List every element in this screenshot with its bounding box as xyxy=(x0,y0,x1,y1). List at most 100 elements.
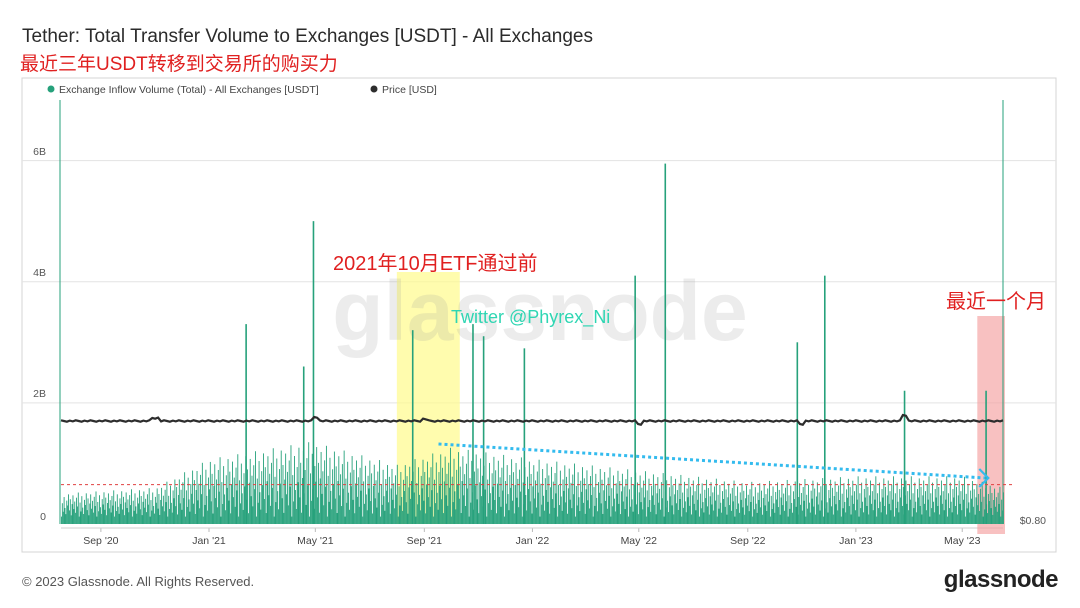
inflow-bar xyxy=(570,482,572,524)
inflow-bar xyxy=(933,512,935,524)
inflow-bar xyxy=(283,512,285,524)
inflow-bar xyxy=(380,484,382,524)
inflow-bar xyxy=(241,493,243,524)
inflow-bar xyxy=(91,508,93,524)
inflow-bar xyxy=(216,479,217,524)
inflow-bar xyxy=(676,490,678,524)
inflow-bar xyxy=(594,505,596,524)
inflow-bar xyxy=(866,505,868,524)
inflow-bar xyxy=(293,501,295,524)
inflow-bar xyxy=(617,470,619,524)
inflow-bar xyxy=(443,481,445,524)
inflow-bar xyxy=(196,471,198,524)
inflow-bar xyxy=(164,489,166,524)
inflow-bar xyxy=(159,514,161,524)
inflow-bar xyxy=(685,512,687,524)
inflow-bar xyxy=(857,476,859,524)
x-tick-label: Jan '21 xyxy=(192,535,226,547)
inflow-bar xyxy=(844,501,846,524)
inflow-bar xyxy=(830,479,832,524)
inflow-bar xyxy=(367,475,369,524)
inflow-bar xyxy=(791,503,793,524)
inflow-bar xyxy=(682,492,684,524)
inflow-bar xyxy=(451,476,453,524)
inflow-bar xyxy=(942,491,944,524)
inflow-bar xyxy=(429,506,431,524)
inflow-bar xyxy=(205,469,207,524)
inflow-bar xyxy=(785,487,786,524)
inflow-bar xyxy=(224,510,226,524)
inflow-bar xyxy=(598,492,600,524)
inflow-bar xyxy=(674,494,676,524)
copyright: © 2023 Glassnode. All Rights Reserved. xyxy=(22,574,255,589)
inflow-bar xyxy=(998,503,1000,524)
inflow-bar xyxy=(185,516,186,524)
inflow-bar xyxy=(814,488,816,524)
inflow-bar xyxy=(605,500,607,524)
inflow-bar xyxy=(279,469,280,524)
inflow-bar xyxy=(72,495,74,524)
inflow-bar xyxy=(111,495,113,524)
inflow-bar xyxy=(918,478,920,524)
inflow-bar xyxy=(85,493,87,524)
inflow-bar xyxy=(641,487,643,524)
inflow-bar xyxy=(191,493,193,524)
inflow-bar xyxy=(774,512,776,524)
inflow-bar xyxy=(547,501,549,524)
inflow-bar xyxy=(955,505,957,524)
inflow-bar xyxy=(976,484,978,524)
inflow-bar xyxy=(154,496,156,524)
inflow-bar xyxy=(437,509,439,524)
inflow-bar xyxy=(289,486,291,524)
inflow-bar xyxy=(979,488,981,524)
inflow-bar xyxy=(122,509,124,524)
legend-inflow-label: Exchange Inflow Volume (Total) - All Exc… xyxy=(59,84,319,96)
inflow-bar xyxy=(380,516,381,524)
inflow-bar xyxy=(469,478,471,524)
inflow-bar xyxy=(757,492,759,524)
inflow-bar xyxy=(103,492,105,524)
inflow-bar xyxy=(560,496,562,524)
inflow-bar xyxy=(247,469,248,524)
inflow-bar xyxy=(705,498,707,524)
inflow-bar xyxy=(864,497,866,524)
inflow-bar xyxy=(551,466,552,524)
inflow-bar xyxy=(489,462,490,524)
inflow-bar xyxy=(809,512,811,524)
inflow-bar xyxy=(517,478,519,524)
inflow-bar xyxy=(319,478,321,524)
inflow-bar xyxy=(639,475,641,524)
inflow-bar xyxy=(528,461,530,524)
inflow-bar xyxy=(827,512,829,524)
inflow-bar xyxy=(386,490,388,524)
inflow-bar xyxy=(220,516,222,524)
inflow-bar xyxy=(301,512,303,524)
inflow-bar xyxy=(990,508,992,524)
inflow-bar xyxy=(706,479,708,524)
inflow-bar xyxy=(108,508,110,524)
inflow-bar xyxy=(777,507,779,524)
inflow-bar xyxy=(342,488,344,524)
inflow-bar xyxy=(839,477,841,524)
inflow-bar xyxy=(278,509,280,524)
inflow-bar xyxy=(434,503,436,524)
inflow-bar xyxy=(300,462,302,524)
inflow-bar xyxy=(580,480,582,524)
inflow-bar xyxy=(160,499,162,524)
inflow-bar xyxy=(746,505,748,524)
inflow-bar xyxy=(711,504,713,524)
inflow-spike xyxy=(903,390,906,524)
inflow-bar xyxy=(142,501,144,524)
inflow-bar xyxy=(515,462,517,524)
inflow-bar xyxy=(663,516,665,524)
inflow-bar xyxy=(332,469,334,524)
inflow-bar xyxy=(151,510,153,524)
inflow-bar xyxy=(481,475,483,524)
inflow-bar xyxy=(345,478,347,524)
inflow-bar xyxy=(615,483,617,524)
inflow-bar xyxy=(209,461,211,524)
legend-price-label: Price [USD] xyxy=(382,84,437,96)
inflow-bar xyxy=(346,502,348,524)
inflow-bar xyxy=(226,487,228,524)
inflow-bar xyxy=(388,502,389,524)
